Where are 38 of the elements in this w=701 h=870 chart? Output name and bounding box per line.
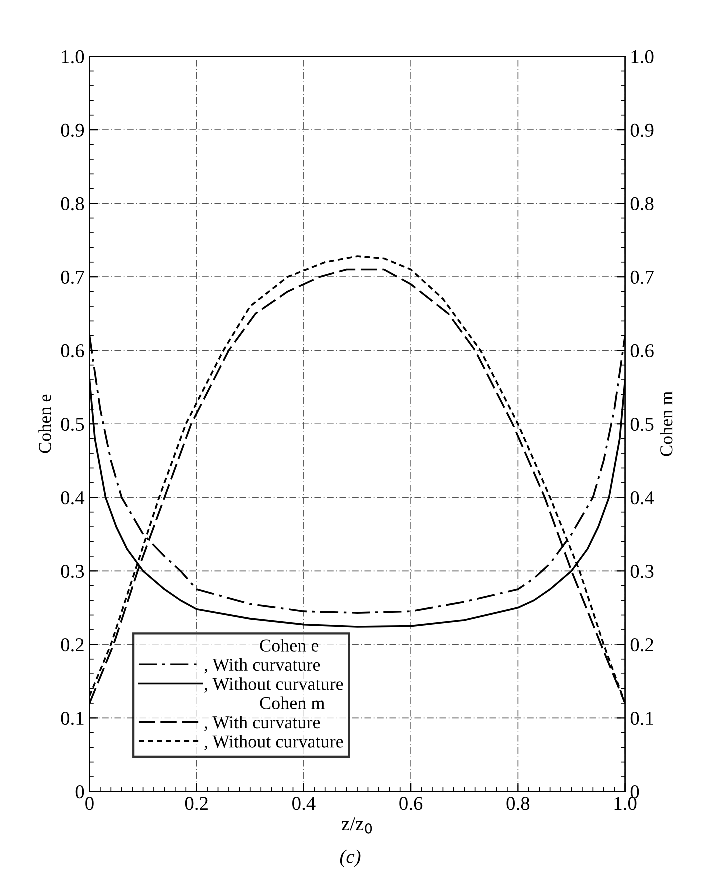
y2-tick-label: 0.6 bbox=[630, 344, 654, 358]
y2-tick-label: 0.8 bbox=[630, 197, 654, 211]
y-tick-label: 0.6 bbox=[61, 344, 84, 358]
y2-tick-label: 0.4 bbox=[630, 491, 654, 505]
legend-label: , With curvature bbox=[204, 716, 320, 732]
y-tick-label: 1.0 bbox=[62, 50, 84, 64]
legend-label: , Without curvature bbox=[204, 678, 344, 693]
y-tick-label: 0.2 bbox=[61, 638, 84, 652]
y2-axis-title: Cohen m bbox=[660, 392, 673, 456]
annotation: Cohen e bbox=[260, 639, 319, 652]
y2-tick-label: 1.0 bbox=[632, 50, 654, 64]
y2-tick-label: 0 bbox=[630, 786, 640, 799]
legend-label: , Without curvature bbox=[204, 735, 344, 750]
x-axis-title: z/z$_{0}$ bbox=[342, 818, 372, 834]
y-tick-label: 0.4 bbox=[61, 491, 85, 505]
x-tick-label: 0.8 bbox=[506, 797, 530, 810]
legend-label: , With curvature bbox=[204, 658, 320, 674]
y2-tick-label: 0.2 bbox=[630, 638, 654, 652]
y-tick-label: 0.5 bbox=[61, 418, 84, 432]
x-tick-label: 0 bbox=[86, 797, 94, 810]
y-axis-title: Cohen e bbox=[38, 394, 52, 454]
annotation: Cohen m bbox=[260, 696, 325, 710]
x-tick-label: 1.0 bbox=[614, 797, 637, 810]
x-tick-label: 0.2 bbox=[185, 797, 208, 810]
y2-tick-label: 0.3 bbox=[630, 564, 654, 578]
y-tick-label: 0.9 bbox=[61, 124, 84, 138]
y2-tick-label: 0.7 bbox=[630, 270, 654, 284]
y2-tick-label: 0.5 bbox=[630, 418, 654, 432]
x-tick-label: 0.6 bbox=[400, 797, 423, 810]
y2-tick-label: 0.9 bbox=[630, 124, 654, 138]
text: (c) bbox=[340, 850, 361, 868]
y-tick-label: 0.1 bbox=[61, 712, 84, 726]
y-tick-label: 0 bbox=[76, 786, 84, 799]
y-tick-label: 0.3 bbox=[61, 564, 84, 578]
x-tick-label: 0.4 bbox=[292, 797, 316, 810]
y-tick-label: 0.7 bbox=[61, 270, 84, 284]
y2-tick-label: 0.1 bbox=[630, 712, 654, 726]
y-tick-label: 0.8 bbox=[61, 197, 84, 211]
